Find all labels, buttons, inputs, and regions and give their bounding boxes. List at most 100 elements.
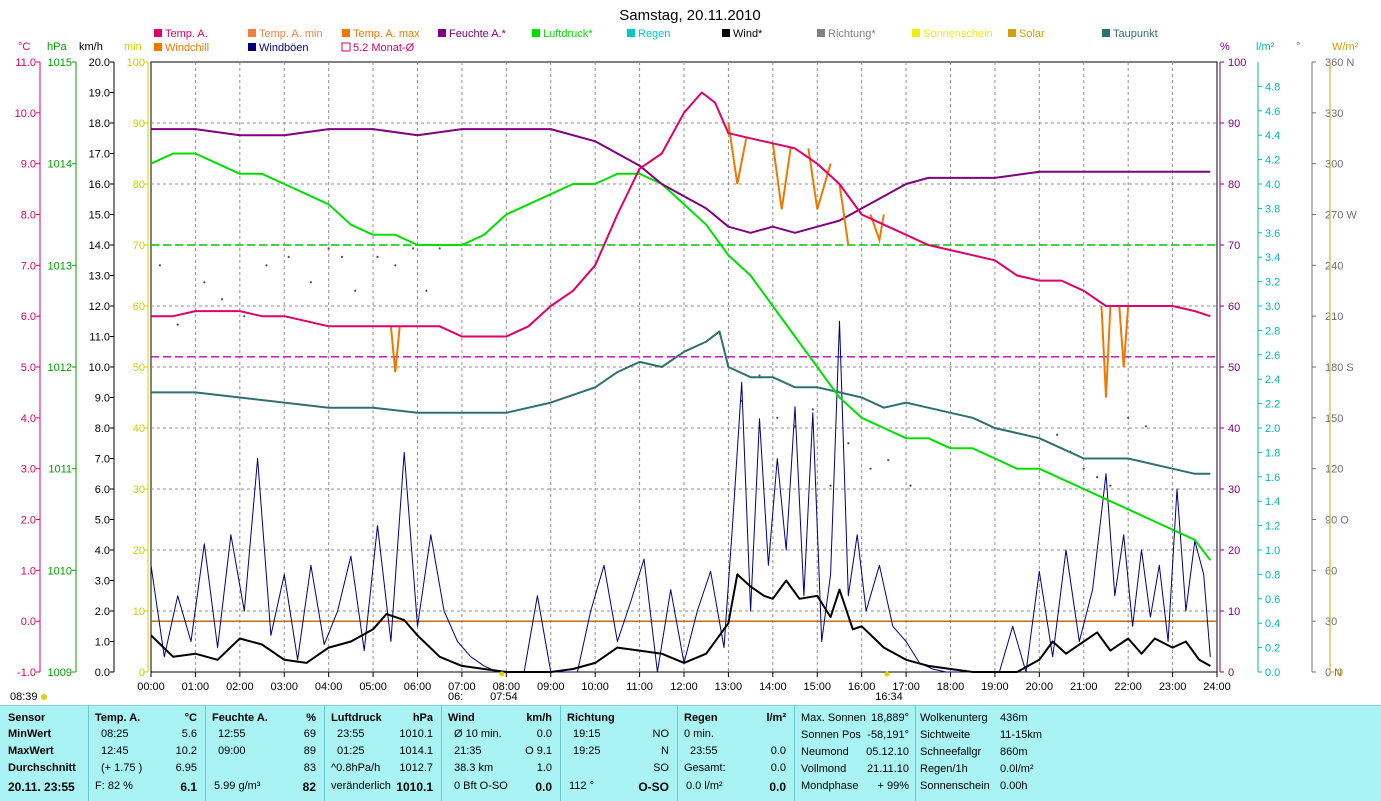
- x-tick-label: 10:00: [581, 681, 609, 693]
- axis-tick-label: 270 W: [1325, 210, 1357, 222]
- x-tick-label: 17:00: [892, 681, 920, 693]
- stats-value: 19:15: [573, 728, 601, 740]
- axis-tick-label: 2.0: [1265, 423, 1280, 435]
- axis-tick-label: 6.0: [95, 484, 110, 496]
- x-tick-label: 15:00: [803, 681, 831, 693]
- legend-swatch: [627, 29, 635, 37]
- x-tick-label: 22:00: [1114, 681, 1142, 693]
- stats-value: 6.95: [175, 762, 197, 774]
- series-line-windchill: [727, 122, 748, 185]
- stats-value: (+ 1.75 ): [101, 762, 143, 774]
- axis-unit: min: [124, 41, 142, 53]
- legend-label: Wind*: [733, 28, 763, 40]
- stats-header: Richtung: [567, 712, 615, 724]
- axis-tick-label: 5.0: [21, 362, 36, 374]
- direction-dot: [176, 323, 179, 326]
- sun-icon: [884, 671, 890, 677]
- axis-tick-label: 8.0: [21, 210, 36, 222]
- stats-value: 1010.1: [396, 780, 433, 794]
- axis-tick-label: 2.6: [1265, 350, 1280, 362]
- legend-swatch: [722, 29, 730, 37]
- direction-dot: [1109, 484, 1112, 487]
- stats-value: NO: [652, 728, 670, 740]
- stats-value: O-SO: [638, 780, 669, 794]
- series-line-windchill: [1118, 305, 1130, 368]
- direction-dot: [1056, 433, 1059, 436]
- series-line: [151, 128, 1211, 234]
- stats-value: 0 Bft O-SO: [454, 780, 508, 792]
- axis-tick-label: 2.2: [1265, 399, 1280, 411]
- axis-tick-label: 240: [1325, 260, 1343, 272]
- stats-unit: km/h: [526, 712, 552, 724]
- stats-value: 11-15km: [1000, 729, 1042, 741]
- axis-tick-label: 1.6: [1265, 472, 1280, 484]
- axis-tick-label: 300: [1325, 159, 1343, 171]
- axis-tick-label: 6.0: [21, 311, 36, 323]
- legend-swatch: [248, 43, 256, 51]
- direction-dot: [354, 289, 357, 292]
- legend-label: Sonnenschein: [923, 28, 993, 40]
- axis-tick-label: 1.0: [95, 637, 110, 649]
- axis-tick-label: 2.0: [95, 606, 110, 618]
- axis-tick-label: 18.0: [89, 118, 110, 130]
- stats-value: 0.0: [535, 780, 552, 794]
- axis-tick-label: 10.0: [89, 362, 110, 374]
- stats-value: 0.0: [769, 780, 786, 794]
- legend-label: 5.2 Monat-Ø: [353, 42, 415, 54]
- stats-label: Wolkenunterg: [920, 712, 988, 724]
- stats-col-pressure: Luftdruck hPa 23:55 1010.1 01:25 1014.1 …: [325, 706, 442, 801]
- legend-swatch: [1102, 29, 1110, 37]
- axis-tick-label: 40: [133, 423, 145, 435]
- stats-value: 82: [302, 780, 316, 794]
- direction-dot: [776, 416, 779, 419]
- axis-tick-label: 0.6: [1265, 594, 1280, 606]
- axis-tick-label: 13.0: [89, 271, 110, 283]
- legend-swatch: [1008, 29, 1016, 37]
- axis-tick-label: 4.0: [21, 413, 36, 425]
- stats-value: 0.00h: [1000, 780, 1028, 792]
- direction-dot: [220, 298, 224, 301]
- x-tick-label: 09:00: [537, 681, 565, 693]
- legend-swatch: [248, 29, 256, 37]
- direction-dot: [203, 281, 206, 284]
- stats-col-wind: Wind km/h Ø 10 min. 0.0 21:35 O 9.1 38.3…: [442, 706, 561, 801]
- axis-tick-label: 1009: [48, 667, 72, 679]
- sun-mark-label: 08:39: [10, 691, 38, 703]
- axis-tick-label: 20: [1228, 545, 1240, 557]
- stats-value: 112 °: [569, 780, 594, 792]
- sun-marks: 08:39 07:54 16:34 06:: [10, 671, 903, 703]
- stats-label: Vollmond: [801, 763, 847, 775]
- axis-tick-label: 4.6: [1265, 106, 1280, 118]
- axis-tick-label: 2.4: [1265, 374, 1280, 386]
- legend-swatch: [532, 29, 540, 37]
- axis-tick-label: 14.0: [89, 240, 110, 252]
- axis-tick-label: 4.0: [1265, 179, 1280, 191]
- series-lines: [150, 91, 1212, 673]
- direction-dot: [758, 374, 761, 377]
- legend-label: Temp. A. max: [353, 28, 420, 40]
- stats-value: 89: [303, 745, 316, 757]
- x-tick-label: 18:00: [937, 681, 965, 693]
- stats-value: 01:25: [337, 745, 365, 757]
- axis-tick-label: 50: [133, 362, 145, 374]
- stats-value: 6.1: [180, 780, 197, 794]
- stats-header: Regen: [684, 712, 718, 724]
- legend-swatch: [154, 29, 162, 37]
- stats-value: 1010.1: [399, 728, 433, 740]
- direction-dot: [829, 484, 832, 487]
- axis-tick-label: 30: [1228, 484, 1240, 496]
- axis-tick-label: 50: [1228, 362, 1240, 374]
- axis-tick-label: 1.8: [1265, 447, 1280, 459]
- stats-label: Sonnenschein: [920, 780, 990, 792]
- axis-tick-label: 12.0: [89, 301, 110, 313]
- stats-value: 1014.1: [399, 745, 433, 757]
- stats-label: 20.11. 23:55: [8, 780, 75, 794]
- series-line: [150, 152, 1212, 561]
- stats-label: Schneefallgr: [920, 746, 982, 758]
- stats-value: + 99%: [877, 780, 910, 792]
- legend-swatch: [341, 42, 351, 52]
- axis-tick-label: 3.0: [1265, 301, 1280, 313]
- axis-tick-label: 1.0: [21, 565, 36, 577]
- sun-icon: [41, 694, 47, 700]
- x-tick-label: 13:00: [715, 681, 743, 693]
